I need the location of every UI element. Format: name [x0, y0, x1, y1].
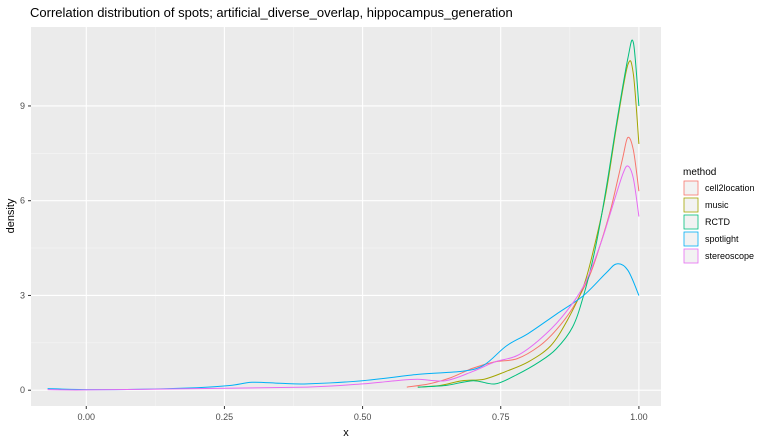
x-tick-label: 0.75 — [492, 412, 510, 422]
x-tick-label: 0.25 — [216, 412, 234, 422]
series-lines — [47, 39, 640, 391]
x-axis-title: x — [343, 427, 349, 439]
legend-key-cell2location — [683, 180, 699, 196]
x-tick-label: 1.00 — [630, 412, 648, 422]
series-line-music — [417, 60, 640, 388]
legend-label-cell2location: cell2location — [705, 183, 755, 193]
y-tick-label: 0 — [20, 385, 25, 395]
y-tick-label: 6 — [20, 196, 25, 206]
grid-lines — [31, 27, 661, 406]
y-tick-label: 9 — [20, 101, 25, 111]
legend: method cell2location music RCTD spotlight st… — [683, 167, 755, 264]
legend-label-spotlight: spotlight — [705, 234, 739, 244]
y-axis-title: density — [5, 198, 17, 233]
legend-key-music — [683, 197, 699, 213]
x-tick-label: 0.50 — [354, 412, 372, 422]
axes: 0.00 0.25 0.50 0.75 1.00 0 3 6 9 — [20, 101, 648, 422]
series-line-stereoscope — [47, 165, 640, 391]
legend-items: cell2location music RCTD spotlight stereosco… — [683, 180, 755, 264]
legend-label-stereoscope: stereoscope — [705, 251, 754, 261]
legend-label-rctd: RCTD — [705, 217, 730, 227]
series-line-rctd — [417, 39, 640, 388]
legend-label-music: music — [705, 200, 729, 210]
legend-key-stereoscope — [683, 248, 699, 264]
chart-title: Correlation distribution of spots; artif… — [30, 5, 513, 20]
legend-key-rctd — [683, 214, 699, 230]
plot-panel — [31, 27, 661, 406]
x-tick-label: 0.00 — [77, 412, 95, 422]
series-line-cell2location — [406, 136, 640, 388]
legend-key-spotlight — [683, 231, 699, 247]
y-tick-label: 3 — [20, 290, 25, 300]
series-line-spotlight — [47, 263, 640, 391]
legend-title: method — [683, 167, 716, 178]
